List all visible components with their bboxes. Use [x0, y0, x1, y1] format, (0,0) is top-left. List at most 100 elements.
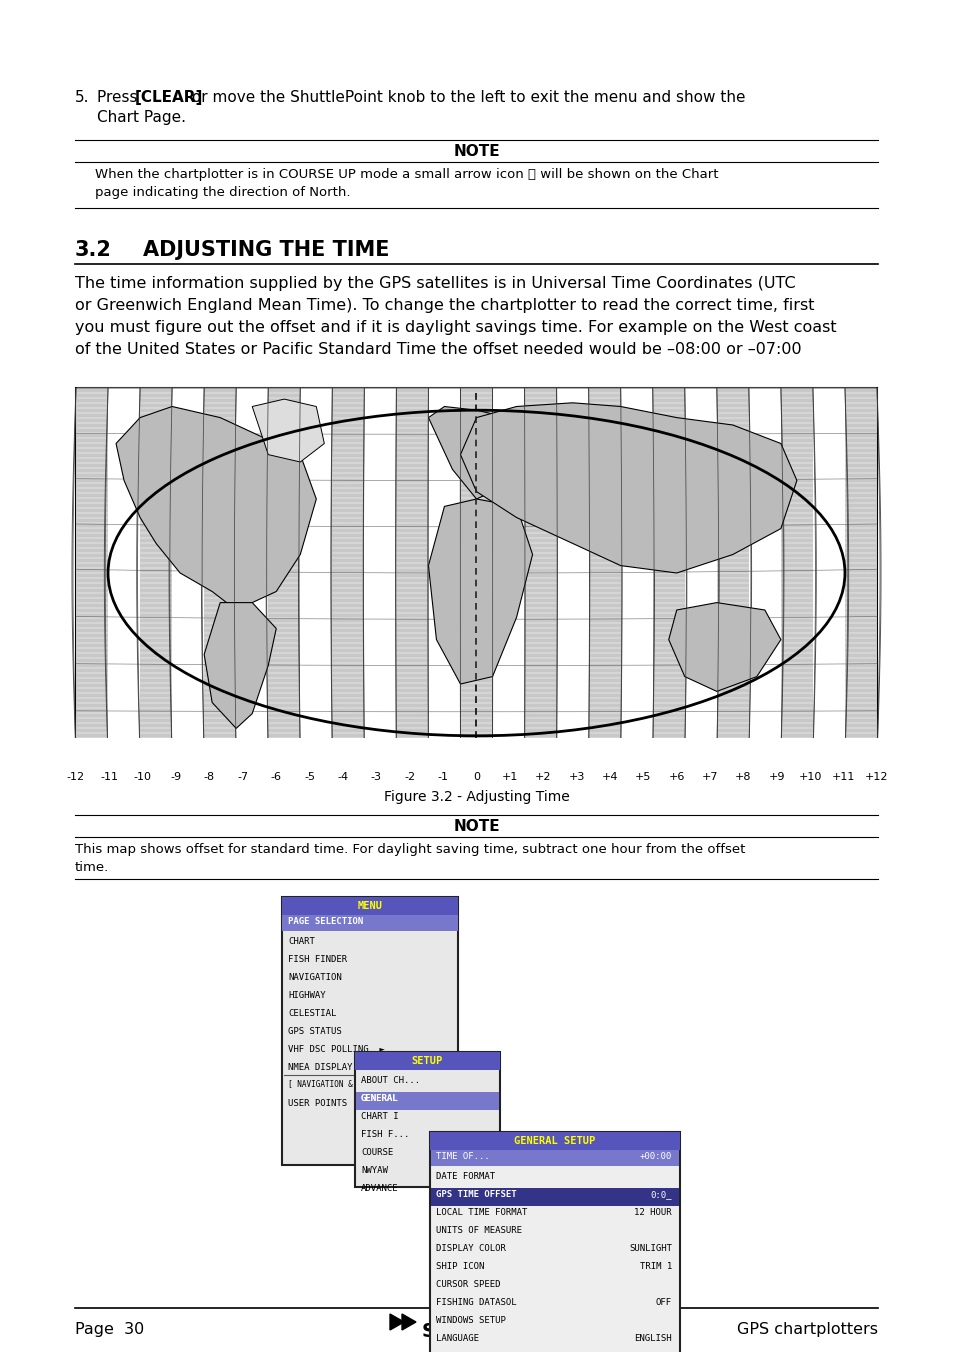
Text: SETUP: SETUP: [412, 1056, 442, 1065]
Text: The time information supplied by the GPS satellites is in Universal Time Coordin: The time information supplied by the GPS…: [75, 276, 795, 291]
Text: [CLEAR]: [CLEAR]: [135, 91, 203, 105]
Text: +2: +2: [535, 772, 551, 781]
Bar: [460, 388, 492, 758]
Bar: [396, 388, 428, 758]
Text: DATE FORMAT: DATE FORMAT: [436, 1172, 495, 1182]
Text: USER POINTS: USER POINTS: [288, 1099, 347, 1109]
Bar: [812, 388, 844, 758]
Text: you must figure out the offset and if it is daylight savings time. For example o: you must figure out the offset and if it…: [75, 320, 836, 335]
Text: -11: -11: [100, 772, 118, 781]
Text: -6: -6: [271, 772, 281, 781]
Polygon shape: [204, 603, 276, 729]
Bar: [492, 388, 524, 758]
Bar: [76, 388, 108, 758]
Bar: [76, 388, 876, 758]
Text: GENERAL: GENERAL: [360, 1094, 398, 1103]
Text: VHF DSC POLLING  ►: VHF DSC POLLING ►: [288, 1045, 384, 1055]
Text: 3.2: 3.2: [75, 241, 112, 260]
Text: CURSOR SPEED: CURSOR SPEED: [436, 1280, 500, 1288]
Bar: [282, 915, 457, 932]
Text: This map shows offset for standard time. For daylight saving time, subtract one : This map shows offset for standard time.…: [75, 844, 744, 856]
Bar: [524, 388, 556, 758]
Bar: [431, 1188, 679, 1206]
Text: GENERAL SETUP: GENERAL SETUP: [514, 1136, 595, 1146]
Text: SUNLIGHT: SUNLIGHT: [628, 1244, 671, 1253]
Bar: [364, 388, 396, 758]
Bar: [781, 388, 812, 758]
Text: DISPLAY COLOR: DISPLAY COLOR: [436, 1244, 505, 1253]
Text: HIGHWAY: HIGHWAY: [288, 991, 325, 1000]
Text: Figure 3.2 - Adjusting Time: Figure 3.2 - Adjusting Time: [383, 790, 569, 804]
Bar: [556, 388, 588, 758]
Text: MENU: MENU: [357, 900, 382, 911]
Text: LANGUAGE: LANGUAGE: [436, 1334, 478, 1343]
Text: +6: +6: [668, 772, 684, 781]
Bar: [620, 388, 652, 758]
Text: ADVANCE: ADVANCE: [360, 1184, 398, 1192]
Text: -9: -9: [171, 772, 181, 781]
Polygon shape: [401, 1314, 416, 1330]
Text: +9: +9: [768, 772, 784, 781]
Bar: [282, 896, 457, 1165]
Text: TRIM 1: TRIM 1: [639, 1261, 671, 1271]
Text: of the United States or Pacific Standard Time the offset needed would be –08:00 : of the United States or Pacific Standard…: [75, 342, 801, 357]
Bar: [172, 388, 204, 758]
Text: TIME OF...: TIME OF...: [436, 1152, 489, 1161]
Bar: [428, 388, 460, 758]
Text: NAVIGATION: NAVIGATION: [288, 973, 341, 982]
Text: +10: +10: [798, 772, 821, 781]
Bar: [300, 388, 332, 758]
Text: WINDOWS SETUP: WINDOWS SETUP: [436, 1315, 505, 1325]
Bar: [74, 364, 878, 387]
Text: STANDARD HORIZON: STANDARD HORIZON: [421, 1322, 650, 1341]
Text: [ NAVIGATION & MENU ]: [ NAVIGATION & MENU ]: [288, 1079, 385, 1088]
Text: FISH FINDER: FISH FINDER: [288, 955, 347, 964]
Polygon shape: [668, 603, 781, 691]
Text: +1: +1: [501, 772, 517, 781]
Text: 0:0_: 0:0_: [650, 1190, 671, 1199]
Text: When the chartplotter is in COURSE UP mode a small arrow icon ⓘ will be shown on: When the chartplotter is in COURSE UP mo…: [95, 168, 718, 181]
Text: PAGE SELECTION: PAGE SELECTION: [288, 917, 363, 926]
Text: GPS TIME OFFSET: GPS TIME OFFSET: [436, 1190, 517, 1199]
Text: Page  30: Page 30: [75, 1322, 144, 1337]
Text: COURSE: COURSE: [360, 1148, 393, 1157]
Text: -7: -7: [237, 772, 248, 781]
Bar: [844, 388, 876, 758]
Bar: [430, 1132, 679, 1352]
Text: +8: +8: [735, 772, 751, 781]
Bar: [748, 388, 781, 758]
Text: 0: 0: [473, 772, 479, 781]
Text: or Greenwich England Mean Time). To change the chartplotter to read the correct : or Greenwich England Mean Time). To chan…: [75, 297, 814, 314]
Text: 5.: 5.: [75, 91, 90, 105]
Text: time.: time.: [75, 861, 110, 873]
Text: 12 HOUR: 12 HOUR: [634, 1207, 671, 1217]
Text: CHART: CHART: [288, 937, 314, 946]
Text: Chart Page.: Chart Page.: [97, 110, 186, 124]
Text: +00:00: +00:00: [639, 1152, 671, 1161]
Bar: [204, 388, 236, 758]
Bar: [355, 1092, 498, 1110]
Bar: [355, 1052, 499, 1069]
Text: -10: -10: [133, 772, 152, 781]
Text: -5: -5: [304, 772, 314, 781]
Polygon shape: [390, 1314, 403, 1330]
Text: ADJUSTING THE TIME: ADJUSTING THE TIME: [143, 241, 389, 260]
Text: +12: +12: [864, 772, 888, 781]
Text: -4: -4: [337, 772, 348, 781]
Text: GENERAL: GENERAL: [360, 1094, 398, 1103]
Text: CHART I: CHART I: [360, 1111, 398, 1121]
Text: +7: +7: [701, 772, 718, 781]
Text: NOTE: NOTE: [453, 819, 499, 834]
Text: UNITS OF MEASURE: UNITS OF MEASURE: [436, 1226, 521, 1234]
Text: -12: -12: [67, 772, 85, 781]
Text: CELESTIAL: CELESTIAL: [288, 1009, 336, 1018]
Text: NMEA DISPLAY: NMEA DISPLAY: [288, 1063, 352, 1072]
Bar: [652, 388, 684, 758]
Bar: [431, 1151, 679, 1165]
Bar: [140, 388, 172, 758]
Text: page indicating the direction of North.: page indicating the direction of North.: [95, 187, 350, 199]
Polygon shape: [252, 399, 324, 462]
Polygon shape: [428, 499, 532, 684]
Bar: [430, 1132, 679, 1151]
Bar: [332, 388, 364, 758]
